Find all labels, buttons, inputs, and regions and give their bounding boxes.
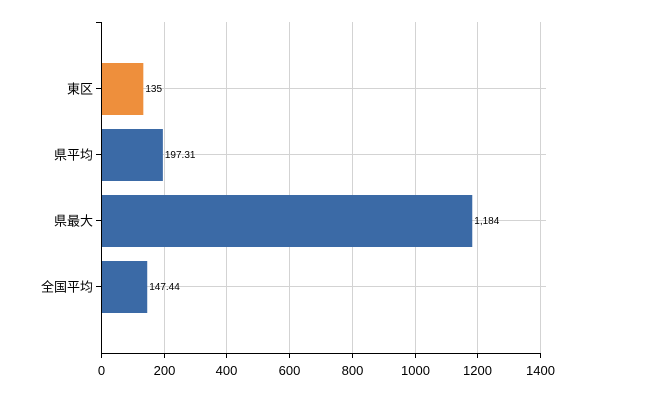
data-label: 135	[145, 84, 162, 95]
bar	[101, 195, 473, 247]
x-tick-label: 1200	[463, 363, 492, 378]
x-tick-label: 0	[98, 363, 105, 378]
x-tick-label: 800	[342, 363, 364, 378]
y-tick-label: 県平均	[54, 149, 93, 164]
data-label: 197.31	[165, 150, 196, 161]
bar	[101, 261, 148, 313]
x-tick-label: 1000	[401, 363, 430, 378]
data-label: 147.44	[149, 282, 180, 293]
grid-lines	[101, 22, 546, 353]
y-tick-label: 全国平均	[41, 280, 93, 296]
bars	[101, 63, 473, 313]
data-label: 1,184	[474, 216, 499, 227]
x-tick-label: 400	[216, 363, 238, 378]
bar	[101, 129, 163, 181]
x-tick-label: 1400	[526, 363, 555, 378]
y-tick-label: 東区	[67, 82, 93, 98]
bar	[101, 63, 144, 115]
x-tick-label: 600	[279, 363, 301, 378]
x-tick-label: 200	[154, 363, 176, 378]
axes	[96, 22, 541, 358]
y-tick-label: 県最大	[54, 215, 93, 230]
